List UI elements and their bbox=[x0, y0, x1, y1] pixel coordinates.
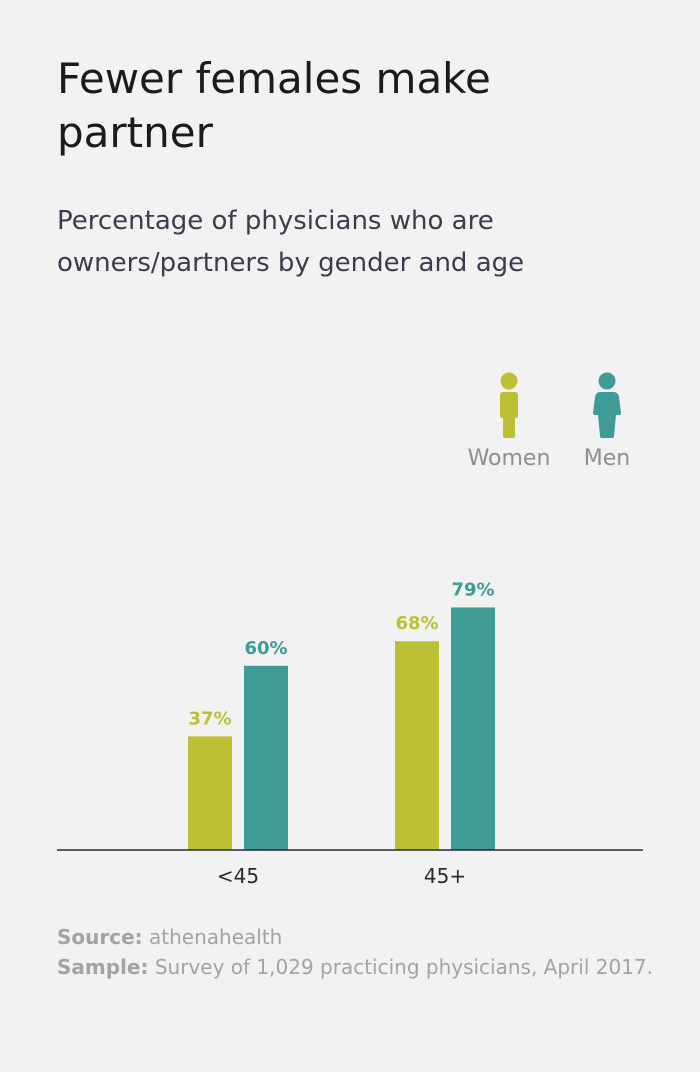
legend-item-women: Women bbox=[459, 372, 559, 471]
woman-icon bbox=[500, 372, 518, 438]
x-tick-label-1: 45+ bbox=[424, 864, 466, 888]
source-label: Source: bbox=[57, 925, 143, 949]
source-footer: Source: athenahealth Sample: Survey of 1… bbox=[57, 922, 657, 982]
sample-line: Sample: Survey of 1,029 practicing physi… bbox=[57, 952, 657, 982]
bar-chart: 37% 60% <45 68% 79% 45+ bbox=[57, 579, 643, 888]
data-label-men-0: 60% bbox=[244, 638, 287, 659]
legend-label-women: Women bbox=[467, 446, 551, 471]
data-label-women-1: 68% bbox=[395, 613, 438, 634]
data-label-men-1: 79% bbox=[451, 579, 494, 600]
bar-men-0 bbox=[244, 665, 288, 850]
bar-men-1 bbox=[451, 607, 495, 850]
man-icon bbox=[593, 372, 621, 438]
sample-value: Survey of 1,029 practicing physicians, A… bbox=[154, 955, 653, 979]
bar-women-0 bbox=[188, 736, 232, 850]
legend-label-men: Men bbox=[583, 446, 631, 471]
bar-women-1 bbox=[395, 641, 439, 850]
source-line: Source: athenahealth bbox=[57, 922, 657, 952]
chart-subtitle: Percentage of physicians who are owners/… bbox=[57, 206, 525, 278]
chart-title: Fewer females make partner bbox=[57, 54, 491, 157]
data-label-women-0: 37% bbox=[188, 708, 231, 729]
sample-label: Sample: bbox=[57, 955, 149, 979]
source-value: athenahealth bbox=[149, 925, 283, 949]
x-tick-label-0: <45 bbox=[217, 864, 259, 888]
legend-item-men: Men bbox=[557, 372, 657, 471]
